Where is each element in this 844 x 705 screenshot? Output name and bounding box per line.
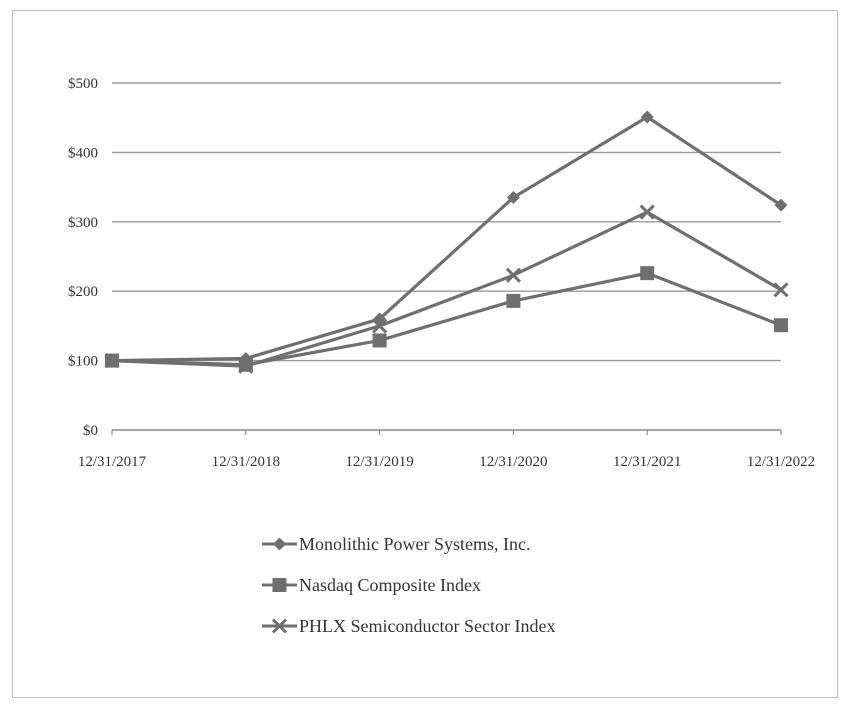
- series-line: [111, 115, 782, 363]
- legend-marker-square: [272, 578, 287, 592]
- x-tick-label: 12/31/2020: [479, 454, 547, 470]
- legend-item: Monolithic Power Systems, Inc.: [262, 534, 531, 554]
- data-point-square: [640, 266, 655, 281]
- y-tick-label: $200: [68, 284, 98, 300]
- legend-item: Nasdaq Composite Index: [262, 575, 481, 595]
- series-lines: [104, 110, 789, 374]
- legend-item: PHLX Semiconductor Sector Index: [262, 616, 555, 636]
- data-point-square: [506, 293, 521, 308]
- series-line: [111, 271, 782, 367]
- x-tick-label: 12/31/2022: [747, 454, 815, 470]
- y-tick-label: $300: [68, 215, 98, 231]
- y-tick-label: $0: [83, 423, 98, 439]
- data-point-diamond: [774, 198, 788, 212]
- legend-marker-diamond: [273, 537, 286, 551]
- data-point-x: [238, 358, 254, 374]
- legend-label: Nasdaq Composite Index: [299, 575, 481, 595]
- data-point-x: [639, 204, 655, 220]
- x-tick-label: 12/31/2018: [212, 454, 280, 470]
- series-diamond: [105, 110, 788, 368]
- legend-label: PHLX Semiconductor Sector Index: [299, 616, 555, 636]
- chart-frame: [12, 10, 838, 698]
- series-x: [104, 204, 789, 374]
- y-tick-label: $500: [68, 76, 98, 92]
- data-point-square: [774, 318, 788, 333]
- gridlines: [112, 82, 781, 362]
- x-tick-label: 12/31/2017: [78, 454, 147, 470]
- data-point-x: [372, 318, 388, 334]
- data-point-x: [104, 353, 120, 369]
- x-axis-tick-labels: 12/31/2017 12/31/2018 12/31/2019 12/31/2020…: [78, 454, 815, 470]
- data-point-diamond: [640, 110, 654, 124]
- data-point-x: [505, 267, 521, 283]
- legend-marker-x: [271, 618, 288, 634]
- y-tick-label: $100: [68, 354, 98, 370]
- x-tick-label: 12/31/2021: [613, 454, 681, 470]
- data-point-square: [372, 333, 387, 348]
- series-line: [111, 210, 782, 368]
- legend: Monolithic Power Systems, Inc. Nasdaq Com…: [262, 534, 555, 636]
- y-tick-label: $400: [68, 145, 98, 161]
- series-square: [105, 266, 788, 372]
- data-point-x: [773, 282, 789, 298]
- axes: [111, 429, 782, 435]
- y-axis-tick-labels: $0 $100 $200 $300 $400 $500: [68, 76, 98, 439]
- x-tick-label: 12/31/2019: [345, 454, 413, 470]
- data-point-diamond: [506, 191, 520, 205]
- legend-label: Monolithic Power Systems, Inc.: [299, 534, 531, 554]
